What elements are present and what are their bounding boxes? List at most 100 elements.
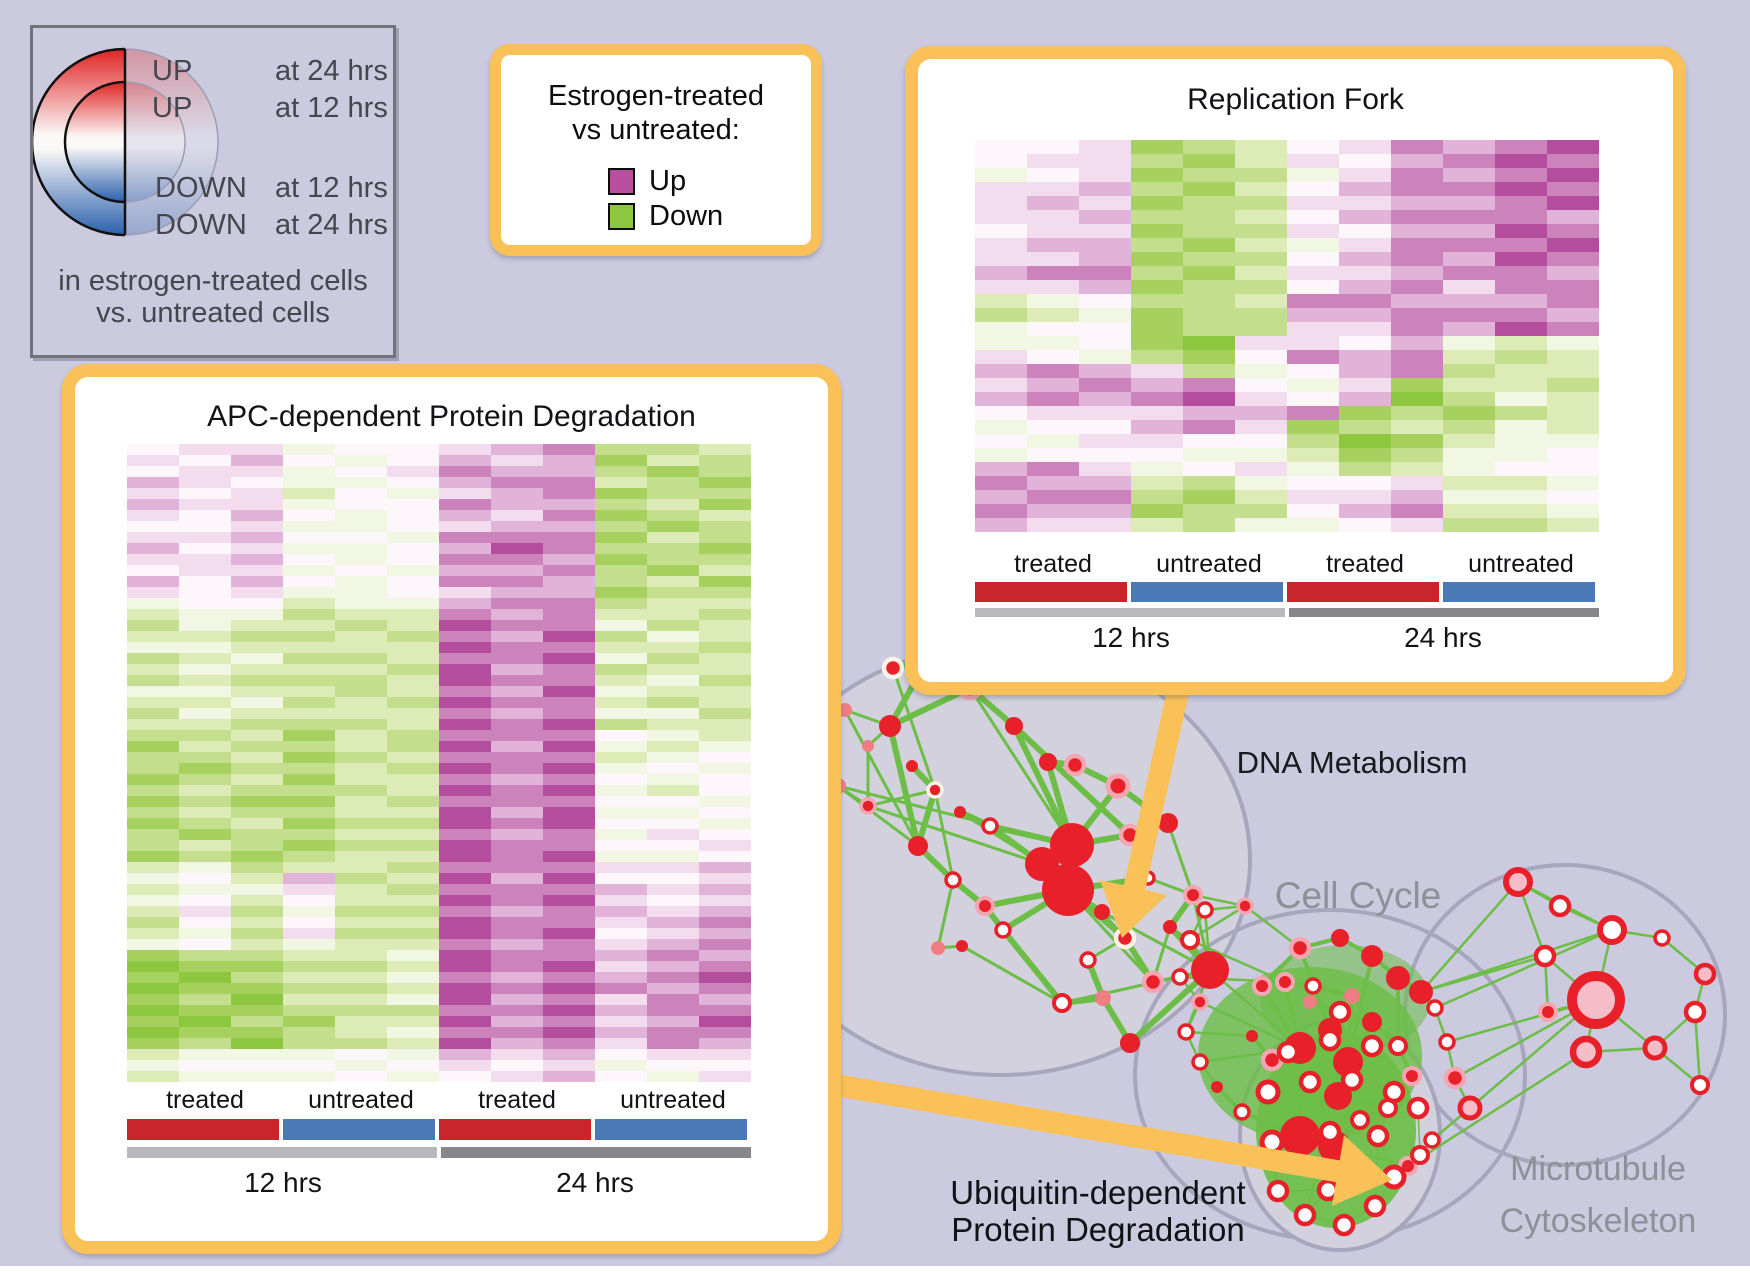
heatmap-cell [1443, 266, 1495, 280]
heatmap-cell [1235, 322, 1287, 336]
heatmap-cell [1079, 140, 1131, 154]
heatmap-cell [387, 719, 439, 730]
heatmap-cell [335, 950, 387, 961]
heatmap-cell [127, 675, 179, 686]
heatmap-cell [1027, 504, 1079, 518]
heatmap-cell [699, 862, 751, 873]
heatmap-cell [975, 322, 1027, 336]
heatmap-cell [439, 873, 491, 884]
untreated-bar [595, 1119, 747, 1140]
heatmap-cell [1027, 294, 1079, 308]
heatmap-cell [491, 961, 543, 972]
heatmap-cell [1131, 182, 1183, 196]
heatmap-cell [179, 543, 231, 554]
heatmap-cell [1235, 434, 1287, 448]
heatmap-cell [699, 598, 751, 609]
heatmap-cell [387, 455, 439, 466]
heatmap-cell [1339, 322, 1391, 336]
heatmap-cell [1079, 434, 1131, 448]
heatmap-cell [439, 565, 491, 576]
heatmap-cell [1027, 308, 1079, 322]
heatmap-cell [647, 785, 699, 796]
heatmap-cell [491, 708, 543, 719]
heatmap-cell [127, 499, 179, 510]
heatmap-cell [231, 532, 283, 543]
heatmap-cell [179, 961, 231, 972]
network-node [1340, 1068, 1364, 1092]
heatmap-cell [491, 994, 543, 1005]
heatmap-cell [179, 587, 231, 598]
heatmap-cell [699, 1071, 751, 1082]
heatmap-cell [543, 675, 595, 686]
heatmap-cell [1183, 392, 1235, 406]
heatmap-cell [595, 785, 647, 796]
heatmap-cell [283, 972, 335, 983]
heatmap-cell [699, 532, 751, 543]
heatmap-cell [1131, 406, 1183, 420]
up-down-ring-icon [33, 47, 219, 237]
heatmap-cell [543, 928, 595, 939]
heatmap-cell [1079, 154, 1131, 168]
heatmap-cell [647, 884, 699, 895]
heatmap-cell [595, 532, 647, 543]
network-node [1005, 717, 1023, 735]
network-edge [1189, 904, 1246, 942]
heatmap-cell [1235, 196, 1287, 210]
heatmap-cell [543, 1027, 595, 1038]
heatmap-cell [1495, 448, 1547, 462]
heatmap-cell [127, 785, 179, 796]
heatmap-cell [127, 895, 179, 906]
heatmap-cell [1287, 518, 1339, 532]
heatmap-cell [1235, 518, 1287, 532]
network-node [1366, 1124, 1390, 1148]
heatmap-cell [595, 763, 647, 774]
heatmap-cell [335, 851, 387, 862]
heatmap-cell [231, 862, 283, 873]
heatmap-cell [387, 554, 439, 565]
heatmap-cell [1027, 420, 1079, 434]
heatmap-cell [1235, 182, 1287, 196]
heatmap-cell [1443, 252, 1495, 266]
heatmap-cell [1547, 168, 1599, 182]
heatmap-cell [127, 873, 179, 884]
heatmap-cell [647, 455, 699, 466]
heatmap-cell [699, 950, 751, 961]
heatmap-cell [975, 238, 1027, 252]
heatmap-cell [387, 1071, 439, 1082]
heatmap-cell [1027, 224, 1079, 238]
network-edge [887, 725, 921, 847]
heatmap-cell [387, 510, 439, 521]
heatmap-cell [231, 1071, 283, 1082]
heatmap-cell [595, 906, 647, 917]
heatmap-cell [1391, 280, 1443, 294]
heatmap-cell [699, 785, 751, 796]
heatmap-cell [647, 741, 699, 752]
heatmap-cell [1027, 210, 1079, 224]
heatmap-cell [1391, 224, 1443, 238]
heatmap-cell [1131, 350, 1183, 364]
heatmap-cell [595, 752, 647, 763]
heatmap-cell [647, 972, 699, 983]
heatmap-cell [283, 444, 335, 455]
heatmap-cell [1183, 448, 1235, 462]
network-node [1196, 901, 1214, 919]
heatmap-cell [491, 730, 543, 741]
heatmap-cell [179, 730, 231, 741]
heatmap-cell [975, 280, 1027, 294]
heatmap-cell [595, 620, 647, 631]
heatmap-cell [1443, 210, 1495, 224]
heatmap-cell [647, 620, 699, 631]
heatmap-cell [491, 1071, 543, 1082]
network-node [1079, 951, 1097, 969]
heatmap-cell [1183, 294, 1235, 308]
heatmap-cell [283, 840, 335, 851]
heatmap-cell [1495, 420, 1547, 434]
heatmap-cell [1495, 280, 1547, 294]
heatmap-cell [439, 686, 491, 697]
heatmap-cell [127, 774, 179, 785]
network-node [1180, 930, 1200, 950]
heatmap-cell [595, 543, 647, 554]
network-node [931, 941, 945, 955]
heatmap-cell [1391, 322, 1443, 336]
heatmap-cell [1391, 140, 1443, 154]
